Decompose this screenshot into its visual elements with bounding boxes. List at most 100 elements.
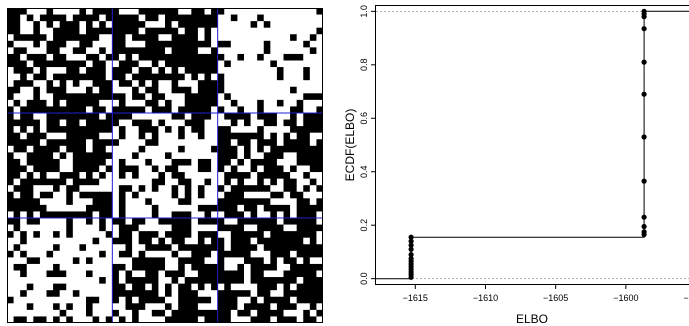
matrix-cell (145, 178, 153, 186)
matrix-cell (138, 263, 146, 271)
matrix-cell (171, 47, 179, 55)
matrix-cell (99, 270, 107, 278)
matrix-cell (224, 237, 232, 245)
matrix-cell (59, 316, 67, 323)
matrix-cell (165, 191, 172, 199)
matrix-cell (132, 86, 140, 94)
matrix-cell (86, 303, 93, 311)
matrix-cell (151, 21, 159, 29)
matrix-cell (244, 80, 251, 88)
matrix-cell (7, 93, 14, 101)
matrix-cell (13, 231, 21, 239)
matrix-cell (99, 185, 107, 193)
matrix-cell (237, 250, 245, 258)
matrix-cell (283, 73, 291, 81)
matrix-cell (244, 244, 251, 252)
matrix-cell (237, 198, 245, 206)
matrix-cell (7, 106, 14, 114)
matrix-cell (276, 178, 284, 186)
matrix-cell (39, 21, 47, 29)
matrix-cell (26, 139, 34, 147)
matrix-cell (204, 165, 212, 173)
matrix-cell (20, 172, 28, 180)
matrix-cell (178, 165, 186, 173)
matrix-cell (211, 244, 219, 252)
matrix-cell (250, 316, 258, 323)
matrix-cell (145, 93, 153, 101)
matrix-cell (257, 106, 265, 114)
matrix-cell (178, 132, 186, 140)
matrix-cell (105, 290, 113, 298)
matrix-cell (20, 113, 28, 120)
matrix-cell (158, 263, 166, 271)
matrix-cell (92, 178, 100, 186)
matrix-cell (290, 21, 298, 29)
matrix-cell (46, 126, 54, 134)
matrix-cell (211, 224, 219, 232)
matrix-cell (92, 152, 100, 160)
matrix-cell (66, 47, 74, 55)
matrix-cell (197, 290, 205, 298)
matrix-cell (86, 296, 93, 304)
matrix-cell (7, 309, 14, 317)
matrix-cell (59, 80, 67, 88)
matrix-cell (171, 67, 179, 75)
matrix-cell (79, 172, 87, 180)
matrix-cell (303, 152, 311, 160)
matrix-cell (105, 80, 113, 88)
matrix-cell (263, 172, 271, 180)
matrix-cell (283, 145, 291, 153)
matrix-cell (283, 119, 291, 127)
matrix-cell (191, 178, 199, 186)
matrix-cell (276, 126, 284, 134)
matrix-cell (171, 60, 179, 68)
matrix-cell (309, 277, 317, 285)
matrix-cell (250, 290, 258, 298)
matrix-cell (72, 73, 80, 81)
matrix-cell (217, 231, 225, 239)
matrix-cell (7, 303, 14, 311)
matrix-cell (171, 126, 179, 134)
matrix-cell (211, 40, 219, 48)
matrix-cell (59, 303, 67, 311)
matrix-cell (244, 67, 251, 75)
matrix-cell (86, 67, 93, 75)
matrix-cell (72, 86, 80, 94)
matrix-cell (204, 218, 212, 225)
matrix-cell (296, 231, 304, 239)
matrix-cell (99, 113, 107, 120)
matrix-cell (33, 93, 41, 101)
matrix-cell (92, 211, 100, 219)
matrix-cell (178, 185, 186, 193)
matrix-cell (112, 27, 120, 35)
matrix-cell (230, 231, 238, 239)
matrix-cell (283, 237, 291, 245)
matrix-cell (46, 86, 54, 94)
matrix-cell (263, 204, 271, 212)
matrix-cell (263, 126, 271, 134)
matrix-cell (86, 145, 93, 153)
matrix-cell (197, 218, 205, 225)
matrix-cell (204, 263, 212, 271)
matrix-cell (145, 224, 153, 232)
matrix-cell (237, 93, 245, 101)
matrix-cell (257, 139, 265, 147)
matrix-cell (263, 139, 271, 147)
matrix-cell (171, 40, 179, 48)
matrix-cell (250, 165, 258, 173)
matrix-cell (132, 185, 140, 193)
matrix-cell (309, 231, 317, 239)
matrix-cell (263, 303, 271, 311)
matrix-cell (105, 244, 113, 252)
matrix-cell (112, 106, 120, 114)
matrix-cell (296, 204, 304, 212)
matrix-cell (72, 60, 80, 68)
matrix-cell (191, 290, 199, 298)
matrix-cell (138, 185, 146, 193)
matrix-cell (125, 244, 133, 252)
matrix-cell (39, 198, 47, 206)
matrix-cell (79, 47, 87, 55)
matrix-cell (184, 14, 192, 22)
matrix-cell (237, 303, 245, 311)
matrix-cell (165, 165, 172, 173)
